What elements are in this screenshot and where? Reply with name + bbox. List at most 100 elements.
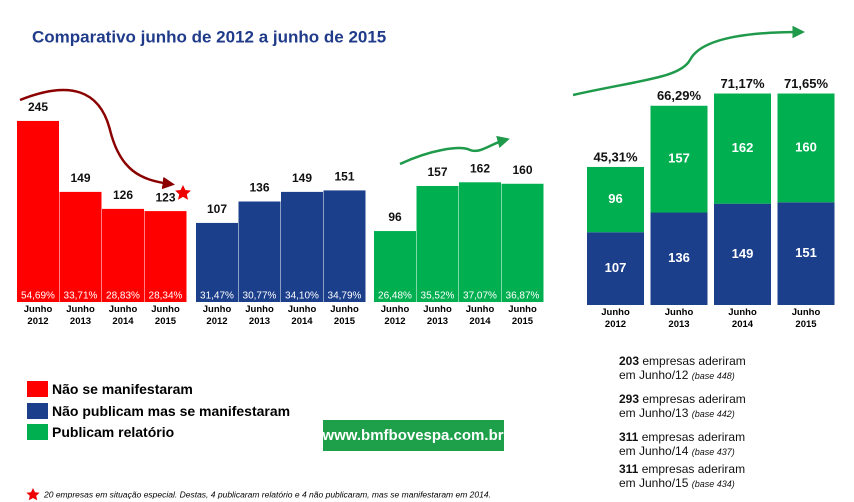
share-label: 54,69% <box>21 291 55 302</box>
value-label: 107 <box>207 202 227 216</box>
value-label: 96 <box>388 210 402 224</box>
bar <box>238 201 281 302</box>
note-base: (base 448) <box>691 371 735 381</box>
url: www.bmfbovespa.com.br <box>321 427 503 444</box>
x-tick-label: Junho 2013 <box>423 304 452 327</box>
legend-label: Não publicam mas se manifestaram <box>52 403 291 419</box>
note-base: (base 442) <box>691 409 735 419</box>
x-tick-label: Junho 2015 <box>151 304 180 327</box>
value-label: 157 <box>427 165 447 179</box>
note-text: empresas aderiram <box>641 430 746 444</box>
value-label: 157 <box>668 151 690 166</box>
bar <box>17 120 59 302</box>
bar <box>59 191 102 302</box>
bar <box>323 190 366 302</box>
trend-arrow <box>572 25 805 97</box>
value-label: 162 <box>732 140 754 155</box>
legend-swatch <box>27 381 48 397</box>
bar <box>501 183 544 302</box>
share-label: 36,87% <box>506 291 540 302</box>
bar <box>281 191 323 302</box>
x-tick-label: Junho 2015 <box>330 304 359 327</box>
note: 293 empresas aderiram em Junho/13 (base 4… <box>619 392 746 421</box>
bar-segment <box>714 203 771 305</box>
x-tick-label: Junho 2013 <box>664 307 694 330</box>
share-label: 34,79% <box>328 291 362 302</box>
value-label: 162 <box>470 161 490 175</box>
note-base: (base 434) <box>691 479 735 489</box>
value-label: 149 <box>292 171 312 185</box>
share-label: 34,10% <box>285 291 319 302</box>
note-text: empresas aderiram <box>642 392 746 406</box>
value-label: 160 <box>795 139 817 154</box>
x-tick-label: Junho 2014 <box>108 304 138 327</box>
trend-arrow <box>399 135 510 166</box>
footnote: 20 empresas em situação especial. Destas… <box>43 489 491 499</box>
bar <box>102 208 144 302</box>
bar-segment <box>777 93 835 203</box>
value-label: 160 <box>512 163 532 177</box>
bar-segment <box>650 212 708 305</box>
value-label: 107 <box>605 260 627 275</box>
bar <box>374 231 416 302</box>
total-label: 71,65% <box>784 76 829 91</box>
x-tick-label: Junho 2014 <box>728 307 757 330</box>
note-count: 293 <box>619 392 640 406</box>
note-count: 203 <box>619 354 640 368</box>
note-base: (base 437) <box>691 447 735 457</box>
legend-swatch <box>27 424 48 440</box>
note-count: 311 <box>619 430 639 444</box>
note-text: empresas aderiram <box>641 462 746 476</box>
total-label: 71,17% <box>720 76 765 91</box>
note-text: em Junho/13 <box>619 406 689 420</box>
bar-segment <box>714 93 771 204</box>
note: 311 empresas aderiram em Junho/15 (base 4… <box>619 462 745 491</box>
x-tick-label: Junho 2012 <box>601 307 630 330</box>
value-label: 123 <box>155 190 175 204</box>
value-label: 151 <box>334 170 354 184</box>
trend-arrow <box>19 88 175 190</box>
share-label: 28,34% <box>149 291 183 302</box>
value-label: 245 <box>28 100 48 114</box>
bar-segment <box>650 105 708 213</box>
legend-label: Publicam relatório <box>52 424 175 440</box>
bar <box>196 222 238 302</box>
total-label: 45,31% <box>593 149 638 164</box>
x-tick-label: Junho 2014 <box>287 304 317 327</box>
star-icon <box>26 488 40 501</box>
value-label: 136 <box>668 250 690 265</box>
star-icon <box>175 185 191 200</box>
bar <box>144 211 187 302</box>
value-label: 136 <box>249 181 269 195</box>
x-tick-label: Junho 2015 <box>508 304 537 327</box>
note-count: 311 <box>619 462 639 476</box>
bar <box>459 182 501 302</box>
x-tick-label: Junho 2012 <box>202 304 232 327</box>
value-label: 96 <box>608 191 622 206</box>
value-label: 126 <box>113 188 133 202</box>
share-label: 37,07% <box>463 291 497 302</box>
note-text: em Junho/12 <box>619 368 689 382</box>
share-label: 35,52% <box>421 291 455 302</box>
bar-segment <box>777 202 835 305</box>
value-label: 151 <box>795 245 817 260</box>
x-tick-label: Junho 2012 <box>380 304 410 327</box>
share-label: 28,83% <box>106 291 140 302</box>
value-label: 149 <box>732 246 754 261</box>
share-label: 31,47% <box>200 291 234 302</box>
note-text: em Junho/14 <box>619 444 689 458</box>
total-label: 66,29% <box>657 88 702 103</box>
share-label: 30,77% <box>243 291 277 302</box>
legend-label: Não se manifestaram <box>52 381 193 397</box>
share-label: 33,71% <box>64 291 98 302</box>
url-box <box>323 420 504 451</box>
x-tick-label: Junho 2014 <box>465 304 495 327</box>
note-text: empresas aderiram <box>642 354 746 368</box>
bar-segment <box>587 166 644 233</box>
note: 203 empresas aderiram em Junho/12 (base 4… <box>619 354 746 383</box>
title: Comparativo junho de 2012 a junho de 201… <box>32 27 386 46</box>
x-tick-label: Junho 2012 <box>23 304 53 327</box>
note: 311 empresas aderiram em Junho/14 (base 4… <box>619 430 745 459</box>
